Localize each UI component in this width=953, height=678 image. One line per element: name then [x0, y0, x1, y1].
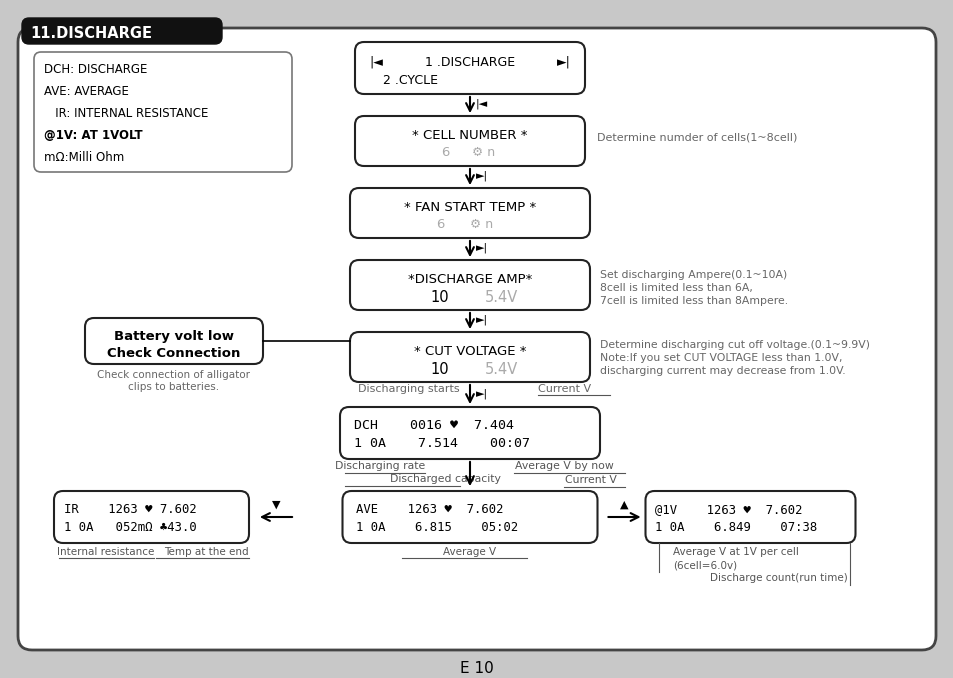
Text: Discharged capacity: Discharged capacity — [389, 474, 500, 484]
Text: * CELL NUMBER *: * CELL NUMBER * — [412, 129, 527, 142]
Text: 8cell is limited less than 6A,: 8cell is limited less than 6A, — [599, 283, 752, 293]
Text: Average V: Average V — [443, 547, 497, 557]
Text: AVE: AVERAGE: AVE: AVERAGE — [44, 85, 129, 98]
FancyBboxPatch shape — [645, 491, 855, 543]
Text: 11.DISCHARGE: 11.DISCHARGE — [30, 26, 152, 41]
Text: clips to batteries.: clips to batteries. — [129, 382, 219, 392]
Text: AVE    1263 ♥  7.602: AVE 1263 ♥ 7.602 — [356, 503, 503, 516]
Text: |◄: |◄ — [476, 99, 488, 109]
Text: Check Connection: Check Connection — [107, 347, 240, 360]
FancyBboxPatch shape — [350, 332, 589, 382]
Text: 10: 10 — [430, 362, 449, 377]
Text: Discharging rate: Discharging rate — [335, 461, 424, 471]
Text: *DISCHARGE AMP*: *DISCHARGE AMP* — [407, 273, 532, 286]
FancyBboxPatch shape — [339, 407, 599, 459]
Text: 5.4V: 5.4V — [484, 290, 517, 305]
Text: ►|: ►| — [476, 243, 488, 254]
FancyBboxPatch shape — [85, 318, 263, 364]
Text: mΩ:Milli Ohm: mΩ:Milli Ohm — [44, 151, 124, 164]
Text: ►|: ►| — [557, 56, 571, 69]
Text: ►|: ►| — [476, 171, 488, 181]
Text: Determine discharging cut off voltage.(0.1~9.9V): Determine discharging cut off voltage.(0… — [599, 340, 869, 350]
Text: Discharge count(run time): Discharge count(run time) — [709, 573, 846, 583]
Text: 6: 6 — [436, 218, 444, 231]
FancyBboxPatch shape — [355, 42, 584, 94]
Text: DCH: DISCHARGE: DCH: DISCHARGE — [44, 63, 147, 76]
FancyBboxPatch shape — [54, 491, 249, 543]
Text: ►|: ►| — [476, 315, 488, 325]
Text: 1 0A    6.849    07:38: 1 0A 6.849 07:38 — [655, 521, 817, 534]
Text: IR    1263 ♥ 7.602: IR 1263 ♥ 7.602 — [64, 503, 196, 516]
FancyBboxPatch shape — [22, 18, 222, 44]
Text: Temp at the end: Temp at the end — [164, 547, 248, 557]
Text: 1 0A    6.815    05:02: 1 0A 6.815 05:02 — [356, 521, 518, 534]
FancyBboxPatch shape — [350, 260, 589, 310]
Text: (6cell=6.0v): (6cell=6.0v) — [673, 560, 737, 570]
Text: DCH    0016 ♥  7.404: DCH 0016 ♥ 7.404 — [354, 419, 514, 432]
Text: Battery volt low: Battery volt low — [113, 330, 233, 343]
FancyBboxPatch shape — [350, 188, 589, 238]
Text: 10: 10 — [430, 290, 449, 305]
Text: ▲: ▲ — [619, 500, 628, 510]
Text: Average V at 1V per cell: Average V at 1V per cell — [673, 547, 799, 557]
Text: 6: 6 — [440, 146, 449, 159]
Text: * CUT VOLTAGE *: * CUT VOLTAGE * — [414, 345, 526, 358]
Text: 7cell is limited less than 8Ampere.: 7cell is limited less than 8Ampere. — [599, 296, 787, 306]
FancyBboxPatch shape — [34, 52, 292, 172]
Text: ⚙ n: ⚙ n — [470, 218, 493, 231]
Text: Set discharging Ampere(0.1~10A): Set discharging Ampere(0.1~10A) — [599, 270, 786, 280]
Text: Determine numder of cells(1~8cell): Determine numder of cells(1~8cell) — [597, 133, 797, 143]
Text: ⚙ n: ⚙ n — [472, 146, 495, 159]
Text: E 10: E 10 — [459, 661, 494, 676]
Text: 1 .DISCHARGE: 1 .DISCHARGE — [424, 56, 515, 69]
Text: 2 .CYCLE: 2 .CYCLE — [382, 74, 437, 87]
Text: ►|: ►| — [476, 388, 488, 399]
Text: Check connection of alligator: Check connection of alligator — [97, 370, 251, 380]
Text: Note:If you set CUT VOLTAGE less than 1.0V,: Note:If you set CUT VOLTAGE less than 1.… — [599, 353, 841, 363]
Text: Current V: Current V — [537, 384, 591, 394]
Text: discharging current may decrease from 1.0V.: discharging current may decrease from 1.… — [599, 366, 844, 376]
Text: @1V    1263 ♥  7.602: @1V 1263 ♥ 7.602 — [655, 503, 802, 516]
Text: Average V by now: Average V by now — [515, 461, 613, 471]
Text: IR: INTERNAL RESISTANCE: IR: INTERNAL RESISTANCE — [44, 107, 208, 120]
Text: |◄: |◄ — [369, 56, 382, 69]
Text: Internal resistance: Internal resistance — [57, 547, 154, 557]
Text: 1 0A   052mΩ ♣43.0: 1 0A 052mΩ ♣43.0 — [64, 521, 196, 534]
Text: * FAN START TEMP *: * FAN START TEMP * — [403, 201, 536, 214]
Text: ▼: ▼ — [272, 500, 280, 510]
Text: 1 0A    7.514    00:07: 1 0A 7.514 00:07 — [354, 437, 530, 450]
FancyBboxPatch shape — [355, 116, 584, 166]
Text: @1V: AT 1VOLT: @1V: AT 1VOLT — [44, 129, 143, 142]
FancyBboxPatch shape — [342, 491, 597, 543]
FancyBboxPatch shape — [18, 28, 935, 650]
Text: Current V: Current V — [564, 475, 617, 485]
Text: Discharging starts: Discharging starts — [358, 384, 459, 394]
Text: 5.4V: 5.4V — [484, 362, 517, 377]
